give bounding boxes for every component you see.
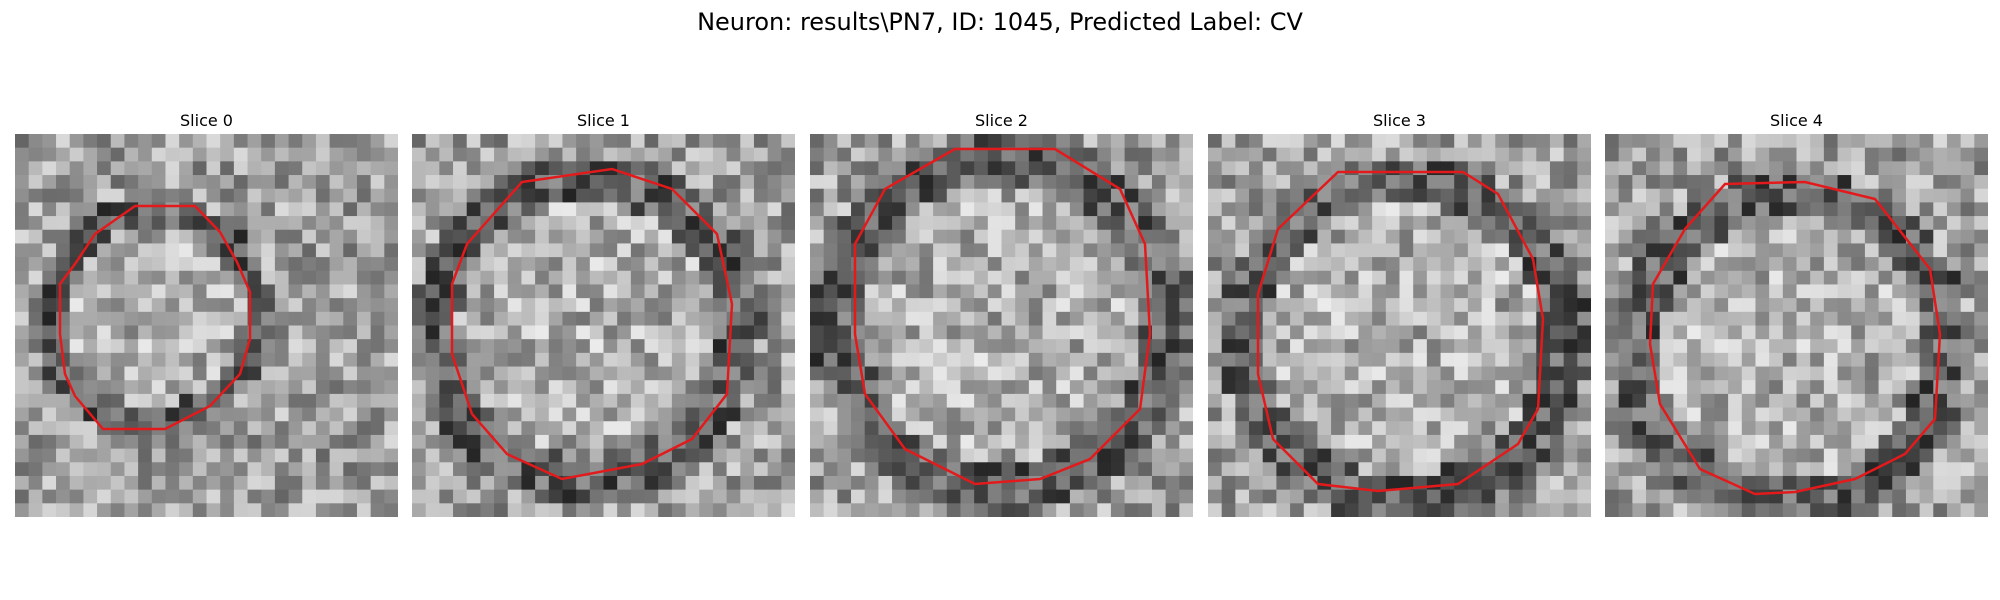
slice-svg xyxy=(810,134,1193,517)
segmentation-contour xyxy=(1648,180,1942,496)
slice-panel-3: Slice 3 xyxy=(1208,108,1591,517)
slice-panel-4: Slice 4 xyxy=(1605,108,1988,517)
slice-image xyxy=(15,134,398,517)
slice-title: Slice 1 xyxy=(577,111,630,130)
slice-image xyxy=(1208,134,1591,517)
grayscale-micrograph xyxy=(810,134,1193,517)
grayscale-micrograph xyxy=(15,134,398,517)
slice-image xyxy=(810,134,1193,517)
figure-title: Neuron: results\PN7, ID: 1045, Predicted… xyxy=(697,8,1303,36)
slice-svg xyxy=(1605,134,1988,517)
segmentation-contour xyxy=(853,147,1152,486)
slice-title: Slice 2 xyxy=(975,111,1028,130)
slice-image xyxy=(1605,134,1988,517)
segmentation-contour xyxy=(58,204,252,431)
slice-svg xyxy=(1208,134,1591,517)
slice-title: Slice 3 xyxy=(1373,111,1426,130)
grayscale-micrograph xyxy=(412,134,795,517)
grayscale-micrograph xyxy=(1208,134,1591,517)
grayscale-micrograph xyxy=(1605,134,1988,517)
slice-panel-0: Slice 0 xyxy=(15,108,398,517)
slice-svg xyxy=(412,134,795,517)
slice-title: Slice 0 xyxy=(180,111,233,130)
segmentation-contour xyxy=(450,167,734,481)
slice-title: Slice 4 xyxy=(1770,111,1823,130)
slice-panel-2: Slice 2 xyxy=(810,108,1193,517)
slice-svg xyxy=(15,134,398,517)
slice-panel-1: Slice 1 xyxy=(412,108,795,517)
slice-image xyxy=(412,134,795,517)
segmentation-contour xyxy=(1256,170,1545,493)
